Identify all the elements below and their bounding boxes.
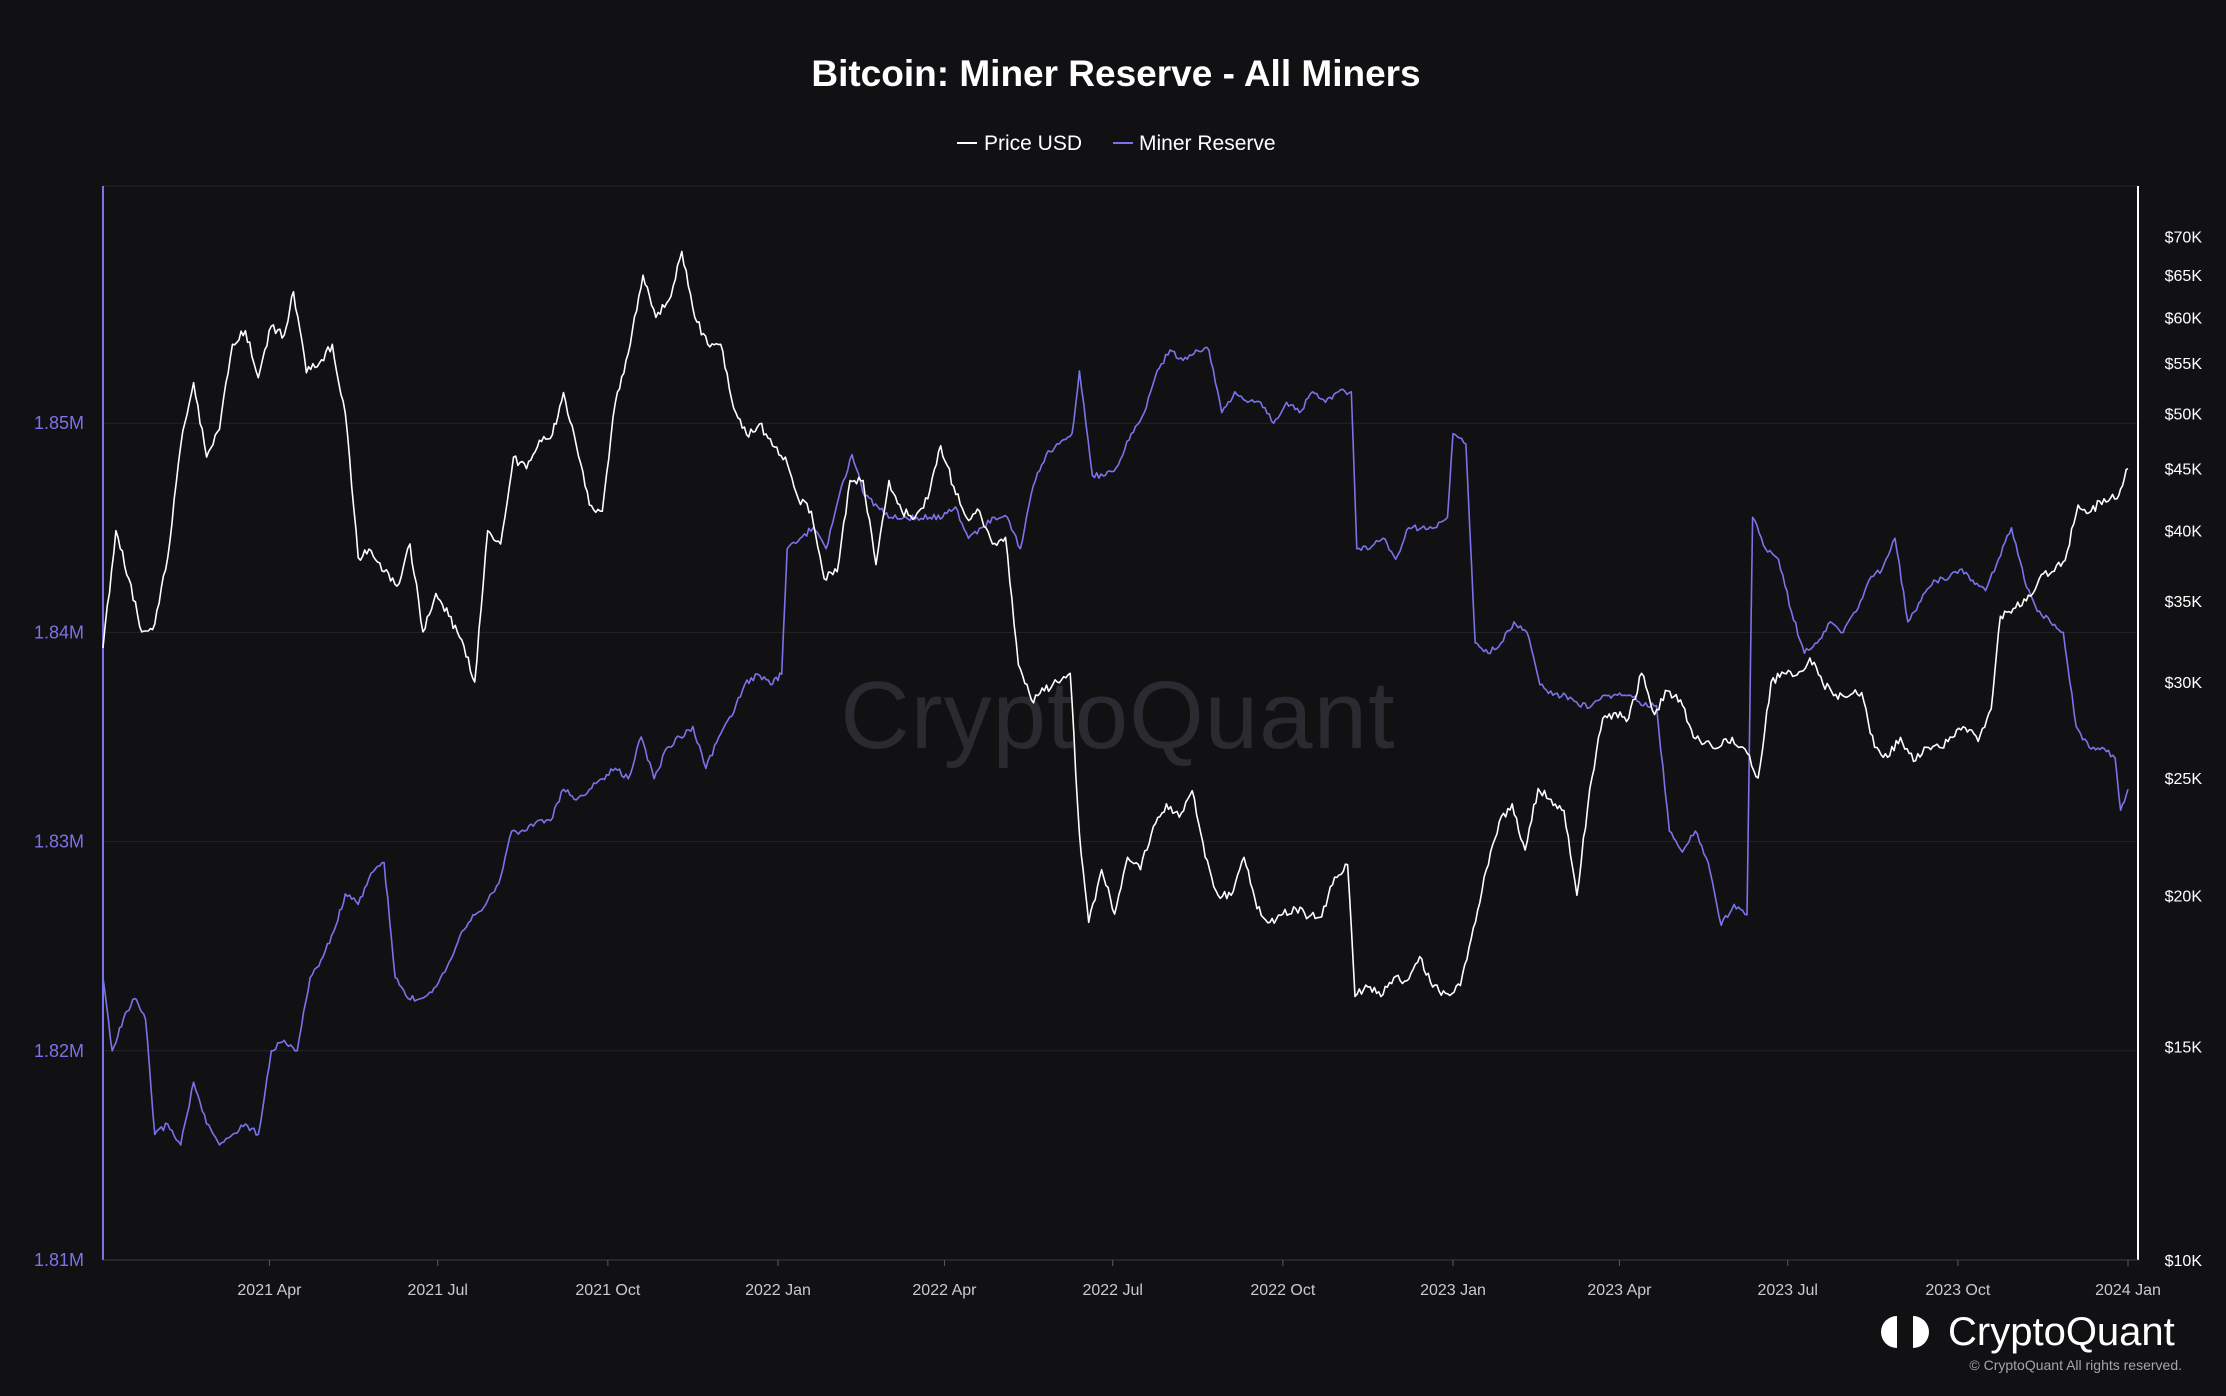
x-tick-label: 2023 Apr [1587, 1282, 1652, 1299]
series [102, 250, 2129, 1146]
y-right-tick-label: $10K [2165, 1253, 2203, 1270]
y-right-tick-label: $35K [2165, 594, 2203, 611]
y-right-tick-label: $45K [2165, 462, 2203, 479]
x-tick-label: 2023 Jan [1420, 1282, 1486, 1299]
y-right-tick-label: $20K [2165, 888, 2203, 905]
legend: Price USD Miner Reserve [957, 132, 1276, 155]
x-tick-label: 2021 Jul [407, 1282, 468, 1299]
y-left-tick-label: 1.83M [34, 832, 84, 852]
legend-item-reserve[interactable]: Miner Reserve [1113, 132, 1276, 155]
miner-reserve-line [102, 346, 2129, 1146]
y-left-tick-label: 1.82M [34, 1041, 84, 1061]
y-right-tick-label: $40K [2165, 524, 2203, 541]
x-tick-label: 2022 Oct [1250, 1282, 1315, 1299]
chart-title: Bitcoin: Miner Reserve - All Miners [811, 53, 1420, 94]
y-right-tick-label: $30K [2165, 675, 2203, 692]
x-tick-label: 2022 Jan [745, 1282, 811, 1299]
y-axis-right-ticks: $10K $15K $20K $25K $30K $35K $40K $45K $50K $55K… [2165, 229, 2203, 1270]
x-tick-label: 2021 Apr [237, 1282, 302, 1299]
price-usd-line [102, 250, 2129, 998]
x-tick-label: 2022 Apr [912, 1282, 977, 1299]
y-right-tick-label: $50K [2165, 406, 2203, 423]
y-right-tick-label: $55K [2165, 356, 2203, 373]
y-right-tick-label: $25K [2165, 771, 2203, 788]
y-right-tick-label: $65K [2165, 268, 2203, 285]
axes [102, 186, 2139, 1261]
brand-logo: CryptoQuant [1881, 1310, 2175, 1354]
x-tick-label: 2023 Jul [1757, 1282, 1818, 1299]
cryptoquant-logo-icon [1881, 1316, 1929, 1348]
brand-name: CryptoQuant [1948, 1310, 2175, 1354]
x-tick-label: 2024 Jan [2095, 1282, 2161, 1299]
y-axis-left-ticks: 1.81M 1.82M 1.83M 1.84M 1.85M [34, 413, 84, 1270]
legend-reserve-label: Miner Reserve [1139, 132, 1276, 155]
y-right-tick-label: $70K [2165, 229, 2203, 246]
y-left-tick-label: 1.84M [34, 622, 84, 642]
x-tick-label: 2023 Oct [1925, 1282, 1990, 1299]
watermark-text: CryptoQuant [840, 662, 1395, 769]
x-axis-ticks: 2021 Apr 2021 Jul 2021 Oct 2022 Jan 2022 Apr… [237, 1260, 2161, 1299]
y-left-tick-label: 1.85M [34, 413, 84, 433]
y-right-tick-label: $60K [2165, 310, 2203, 327]
x-tick-label: 2022 Jul [1082, 1282, 1143, 1299]
legend-price-label: Price USD [984, 132, 1082, 155]
y-right-tick-label: $15K [2165, 1040, 2203, 1057]
x-tick-label: 2021 Oct [575, 1282, 640, 1299]
copyright-text: © CryptoQuant All rights reserved. [1969, 1357, 2182, 1373]
y-left-tick-label: 1.81M [34, 1250, 84, 1270]
legend-item-price[interactable]: Price USD [957, 132, 1082, 155]
